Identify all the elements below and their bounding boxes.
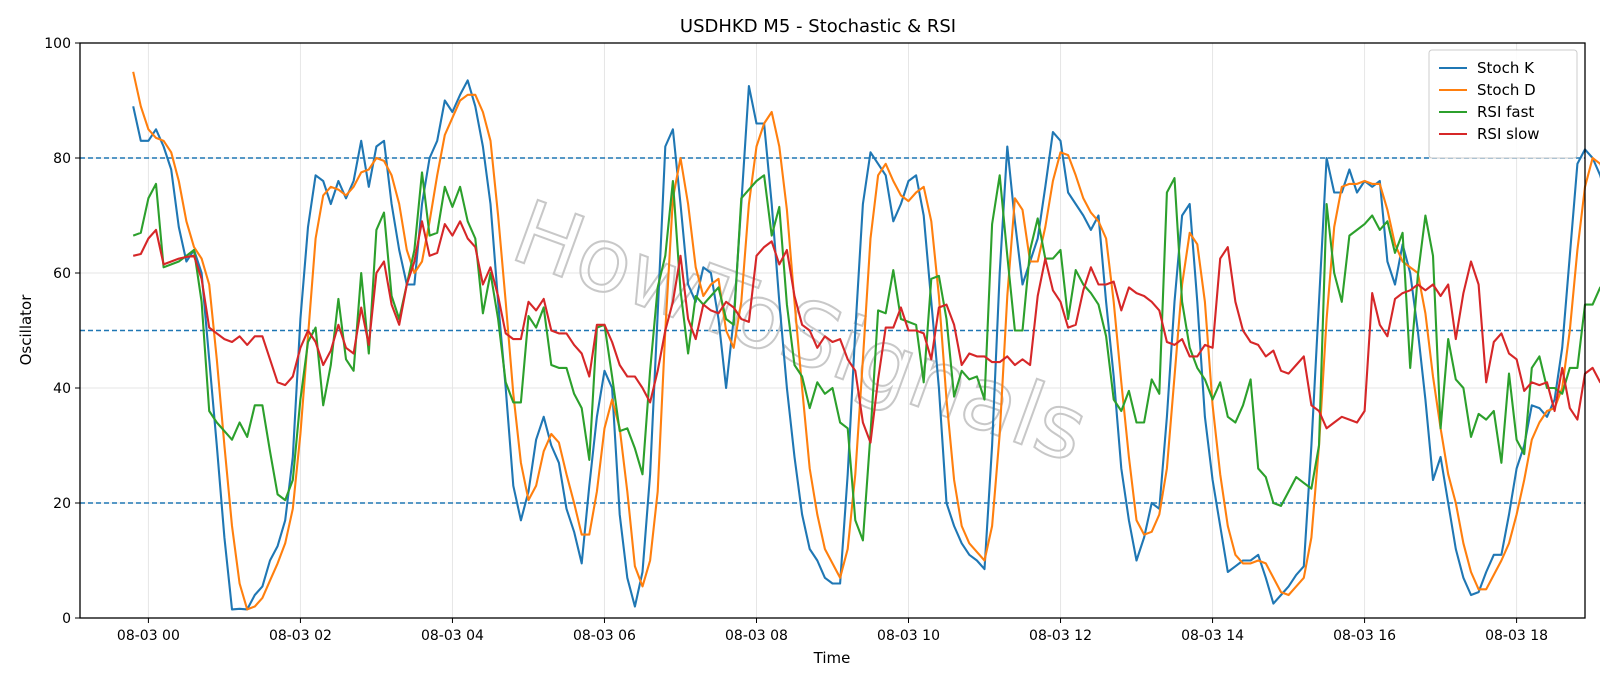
y-axis: 0 20 40 60 80 100 [44,36,80,627]
legend-entry: Stoch K [1477,59,1535,77]
y-tick-label: 40 [53,381,71,397]
x-axis: 08-03 00 08-03 02 08-03 04 08-03 06 08-03 08… [117,618,1548,644]
x-tick-label: 08-03 04 [421,628,484,644]
legend-entry: Stoch D [1477,81,1536,99]
y-axis-title: Oscillator [17,294,35,366]
series-line-rsi-fast [132,171,1600,542]
legend: Stoch K Stoch D RSI fast RSI slow [1428,49,1578,159]
x-tick-label: 08-03 18 [1485,628,1548,644]
x-tick-label: 08-03 10 [877,628,940,644]
x-tick-label: 08-03 02 [269,628,332,644]
reference-lines [80,157,1585,504]
x-tick-label: 08-03 16 [1333,628,1396,644]
x-axis-title: Time [813,649,851,667]
series-line-stoch-k [132,79,1600,611]
series-line-rsi-slow [132,220,1600,444]
y-tick-label: 60 [53,266,71,282]
series-lines [132,71,1600,611]
x-tick-label: 08-03 00 [117,628,180,644]
chart-title: USDHKD M5 - Stochastic & RSI [680,16,956,37]
x-tick-label: 08-03 08 [725,628,788,644]
x-tick-label: 08-03 14 [1181,628,1244,644]
legend-entry: RSI fast [1477,103,1534,121]
y-tick-label: 0 [62,611,71,627]
y-tick-label: 20 [53,496,71,512]
y-tick-label: 80 [53,151,71,167]
legend-entry: RSI slow [1477,125,1540,143]
legend-box [1428,49,1578,159]
series-line-stoch-d [132,71,1600,611]
x-tick-label: 08-03 06 [573,628,636,644]
y-tick-label: 100 [44,36,71,52]
plot-area-frame [79,42,1586,619]
x-tick-label: 08-03 12 [1029,628,1092,644]
